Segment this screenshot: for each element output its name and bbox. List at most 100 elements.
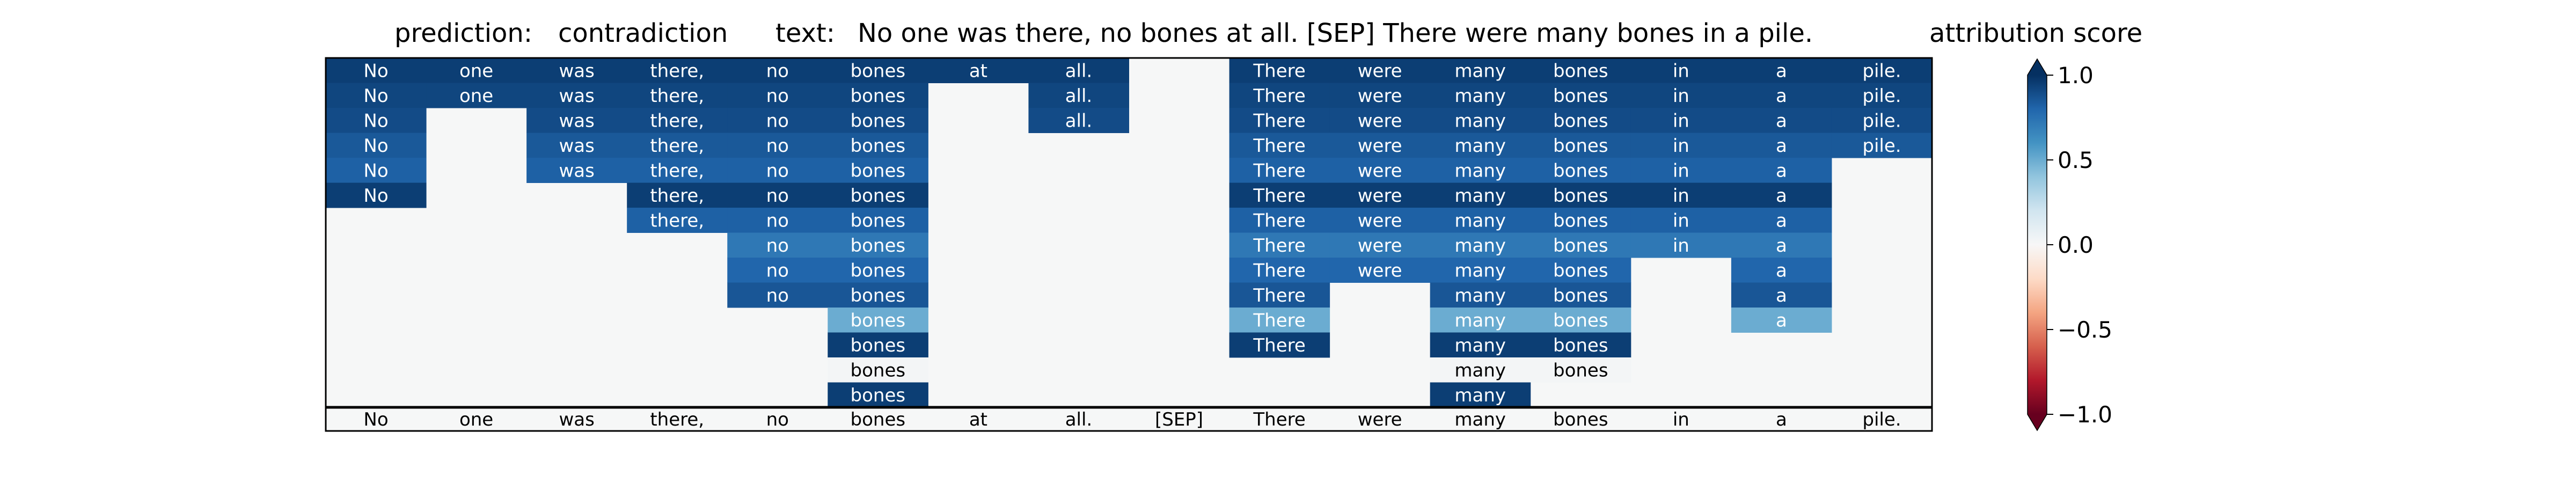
heatmap-cell (1430, 182, 1531, 208)
heatmap-cell (326, 83, 427, 108)
token-label: bones (851, 409, 906, 430)
cell-token-label: There (1253, 210, 1305, 231)
heatmap-cell (526, 158, 627, 183)
cell-token-label: many (1454, 310, 1506, 331)
cell-token-label: pile. (1862, 135, 1901, 157)
cell-token-label: many (1454, 135, 1506, 157)
heatmap-cell (1329, 58, 1431, 83)
cell-token-label: was (559, 85, 594, 107)
cell-token-label: one (459, 60, 493, 82)
heatmap-cell (1731, 258, 1832, 283)
cell-token-label: bones (851, 110, 906, 131)
cell-token-label: bones (1553, 360, 1608, 381)
heatmap-cell (1530, 108, 1631, 133)
heatmap-cell (627, 108, 728, 133)
cell-token-label: a (1776, 85, 1787, 107)
cell-token-label: all. (1065, 60, 1093, 82)
cell-token-label: many (1454, 335, 1506, 356)
heatmap-cell (1430, 332, 1531, 358)
title-row: prediction: contradiction text: No one w… (394, 18, 2142, 48)
heatmap-cell (526, 108, 627, 133)
cell-token-label: pile. (1862, 110, 1901, 131)
heatmap-cell (828, 83, 928, 108)
heatmap-cell (1731, 232, 1832, 258)
token-label: pile. (1862, 409, 1901, 430)
heatmap-cell (1831, 83, 1933, 108)
heatmap-cell (1530, 208, 1631, 233)
heatmap-cell (1329, 83, 1431, 108)
heatmap-cell (1028, 108, 1129, 133)
heatmap-cell (1530, 232, 1631, 258)
heatmap-cell (1530, 258, 1631, 283)
cell-token-label: No (363, 135, 388, 157)
cell-token-label: no (766, 235, 789, 257)
cell-token-label: was (559, 110, 594, 131)
token-label: many (1454, 409, 1506, 430)
cell-token-label: many (1454, 285, 1506, 306)
heatmap-cell (1731, 182, 1832, 208)
cell-token-label: There (1253, 235, 1305, 257)
colorbar-max-extend (2028, 59, 2047, 75)
heatmap-cell (1430, 208, 1531, 233)
cell-token-label: No (363, 85, 388, 107)
heatmap-cell (1430, 58, 1531, 83)
heatmap-cell (1530, 58, 1631, 83)
heatmap-cell (828, 108, 928, 133)
heatmap-cell (1731, 83, 1832, 108)
heatmap-cell (1229, 133, 1330, 158)
cell-token-label: were (1358, 60, 1402, 82)
cell-token-label: bones (851, 285, 906, 306)
heatmap-cell (1630, 108, 1732, 133)
heatmap-cell (1430, 108, 1531, 133)
cell-token-label: no (766, 85, 789, 107)
heatmap-cell (627, 208, 728, 233)
cell-token-label: no (766, 60, 789, 82)
cell-token-label: in (1673, 185, 1689, 207)
colorbar-tick-label: −1.0 (2058, 401, 2112, 428)
heatmap-cell (1630, 208, 1732, 233)
token-label: there, (650, 409, 704, 430)
cell-token-label: was (559, 135, 594, 157)
heatmap-cell (727, 133, 828, 158)
heatmap-cell (828, 357, 928, 383)
heatmap-cell (627, 182, 728, 208)
cell-token-label: all. (1065, 110, 1093, 131)
heatmap-cell (1028, 83, 1129, 108)
heatmap-cell (1530, 282, 1631, 308)
cell-token-label: bones (851, 335, 906, 356)
heatmap-cell (1530, 133, 1631, 158)
heatmap-cell (1831, 58, 1933, 83)
token-label: in (1673, 409, 1689, 430)
token-label: There (1253, 409, 1305, 430)
heatmap-cell (1229, 182, 1330, 208)
heatmap-cell (828, 282, 928, 308)
heatmap-cell (326, 158, 427, 183)
heatmap-cell (1630, 232, 1732, 258)
cell-token-label: in (1673, 160, 1689, 181)
cell-token-label: No (363, 185, 388, 207)
cell-token-label: were (1358, 110, 1402, 131)
heatmap-cell (727, 58, 828, 83)
heatmap-cell (1831, 108, 1933, 133)
cell-token-label: there, (650, 110, 704, 131)
cell-token-label: bones (1553, 135, 1608, 157)
cell-token-label: one (459, 85, 493, 107)
cell-token-label: many (1454, 85, 1506, 107)
cell-token-label: bones (851, 360, 906, 381)
token-label: No (363, 409, 388, 430)
heatmap-cell (1630, 158, 1732, 183)
cell-token-label: all. (1065, 85, 1093, 107)
cell-token-label: many (1454, 160, 1506, 181)
cell-token-label: in (1673, 135, 1689, 157)
cell-token-label: no (766, 185, 789, 207)
cell-token-label: bones (1553, 210, 1608, 231)
heatmap-cell (1630, 182, 1732, 208)
cell-token-label: were (1358, 260, 1402, 281)
token-label: a (1776, 409, 1787, 430)
cell-token-label: at (969, 60, 987, 82)
heatmap-cell (828, 382, 928, 408)
cell-token-label: bones (1553, 185, 1608, 207)
heatmap-cell (627, 58, 728, 83)
heatmap-cell (727, 182, 828, 208)
